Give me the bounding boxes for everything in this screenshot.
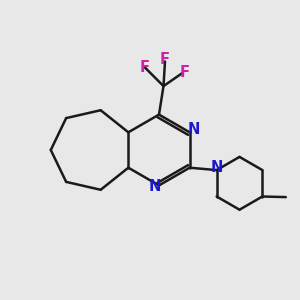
Text: F: F (179, 65, 190, 80)
Text: N: N (149, 179, 161, 194)
Text: F: F (160, 52, 170, 68)
Text: F: F (139, 60, 149, 75)
Text: N: N (188, 122, 200, 137)
Text: N: N (211, 160, 223, 175)
